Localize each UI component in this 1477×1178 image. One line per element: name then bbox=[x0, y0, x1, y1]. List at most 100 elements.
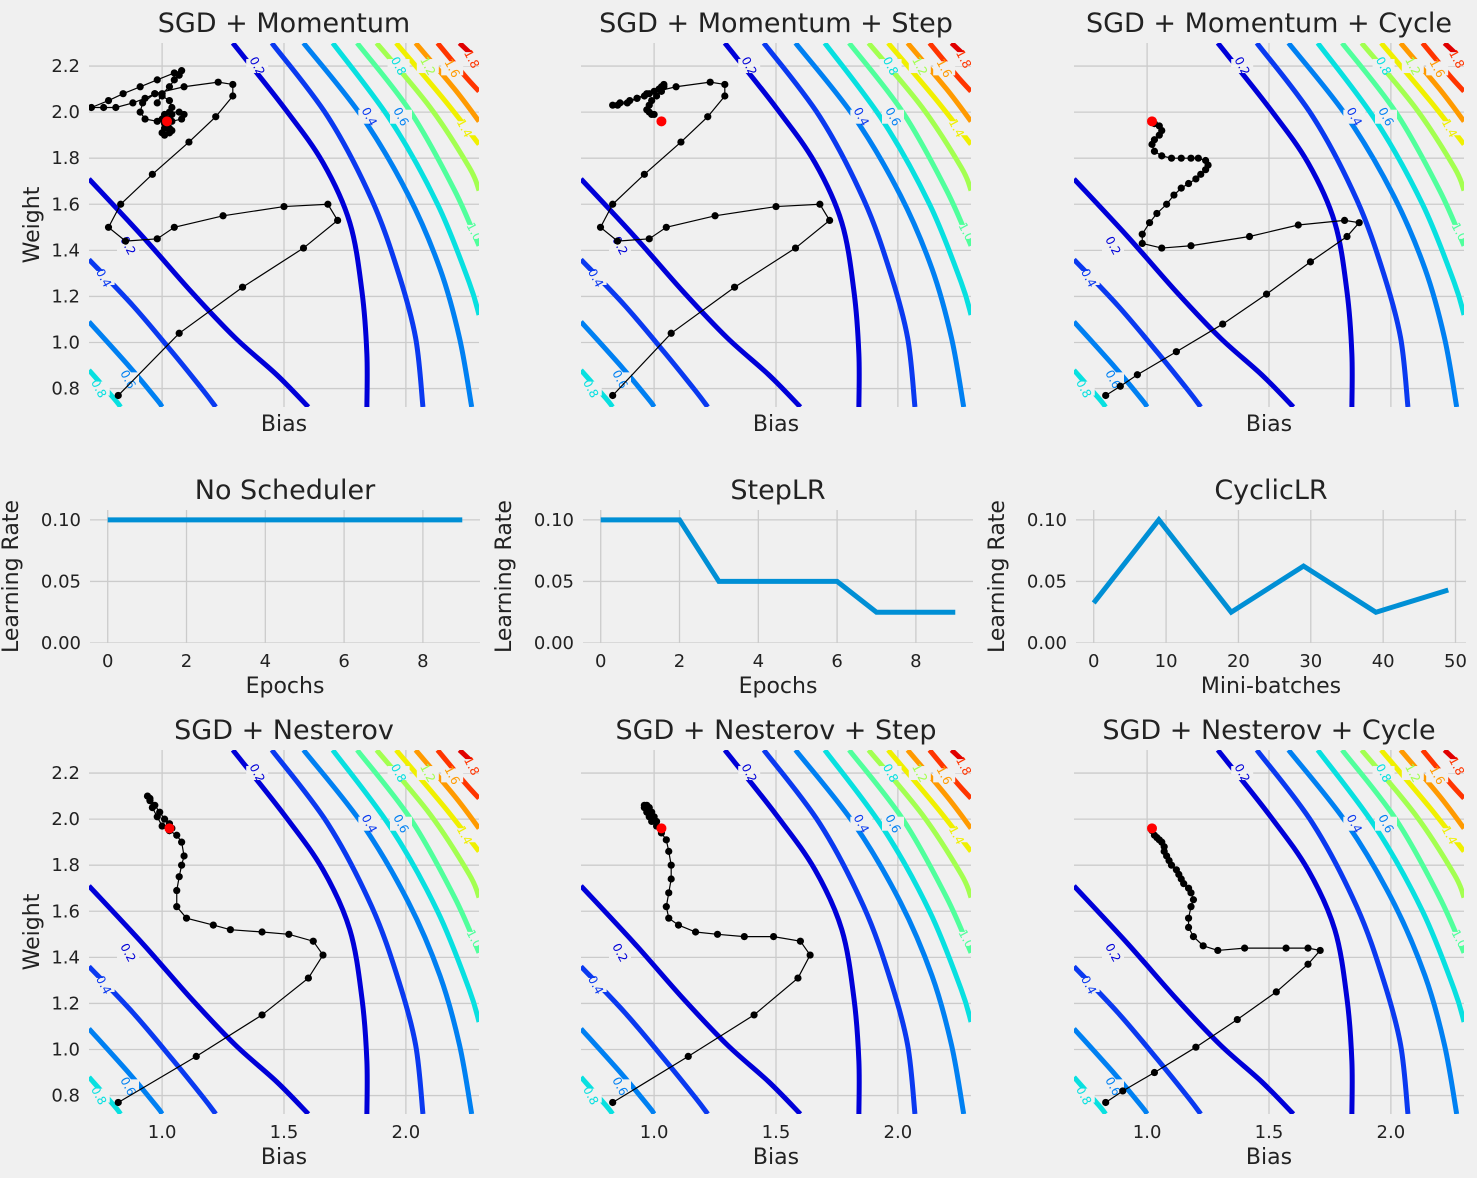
path-point bbox=[650, 110, 658, 119]
path-point bbox=[665, 847, 673, 855]
x-tick-label: 1.0 bbox=[1133, 1122, 1162, 1143]
y-tick-label: 1.2 bbox=[51, 993, 80, 1014]
plot-area: 0.20.20.40.40.60.60.80.81.01.21.41.61.8 bbox=[580, 43, 971, 407]
path-point bbox=[616, 99, 624, 107]
x-tick-label: 6 bbox=[338, 651, 349, 672]
contour-label-bg bbox=[358, 816, 381, 831]
contour-line-0.2 bbox=[230, 750, 370, 1114]
path-point bbox=[299, 244, 308, 252]
contour-line-0.4 bbox=[269, 750, 426, 1114]
subplot-p00: 0.20.20.40.40.60.60.80.81.01.21.41.61.8 S… bbox=[20, 8, 479, 437]
path-point bbox=[1172, 866, 1180, 874]
x-tick-label: 8 bbox=[910, 651, 921, 672]
x-tick-label: 1.5 bbox=[1255, 1122, 1284, 1143]
contour-line-0.6 bbox=[301, 43, 475, 407]
contour-label-bg bbox=[581, 381, 602, 396]
contour-label: 0.8 bbox=[88, 377, 109, 400]
contour-label-bg bbox=[882, 109, 904, 124]
subplot-title: CyclicLR bbox=[1214, 475, 1327, 506]
contour-line-0.4 bbox=[1074, 964, 1203, 1114]
x-tick-label: 4 bbox=[753, 651, 764, 672]
path-point bbox=[667, 875, 675, 883]
contour-label-bg bbox=[850, 109, 873, 124]
path-point bbox=[141, 94, 149, 102]
x-axis-label: Bias bbox=[753, 412, 799, 437]
contour-line-1.6 bbox=[1398, 750, 1464, 830]
path-point bbox=[141, 115, 149, 123]
path-point bbox=[1158, 244, 1166, 252]
contour-label-bg bbox=[460, 759, 479, 774]
x-axis-label: Epochs bbox=[739, 674, 818, 699]
contour-label-bg bbox=[1438, 121, 1461, 136]
contour-label-bg bbox=[738, 59, 761, 74]
plot-area bbox=[583, 510, 973, 643]
contour-label-bg bbox=[390, 816, 412, 831]
path-point bbox=[609, 1098, 617, 1107]
path-point bbox=[153, 99, 161, 107]
path-point bbox=[740, 933, 748, 941]
x-tick-label: 2.0 bbox=[392, 1122, 421, 1143]
contour-line-0.8 bbox=[1315, 750, 1464, 1023]
path-point bbox=[209, 921, 217, 929]
y-tick-label: 1.4 bbox=[51, 240, 80, 261]
subplot-title: SGD + Momentum + Cycle bbox=[1086, 8, 1452, 39]
path-point bbox=[640, 170, 648, 178]
y-tick-label: 0.05 bbox=[534, 571, 574, 592]
contour-label-bg bbox=[387, 59, 410, 74]
path-point bbox=[1316, 946, 1324, 955]
path-point bbox=[153, 235, 161, 243]
contour-label-bg bbox=[1102, 238, 1124, 253]
path-point bbox=[280, 202, 288, 211]
contour-line-0.6 bbox=[301, 750, 475, 1114]
contour-label-bg bbox=[92, 270, 115, 285]
path-point bbox=[146, 794, 154, 802]
path-point bbox=[173, 886, 181, 895]
contour-line-1.0 bbox=[1340, 750, 1464, 954]
contour-label-bg bbox=[390, 109, 412, 124]
path-point bbox=[794, 974, 802, 982]
contour-line-0.4 bbox=[581, 964, 710, 1114]
y-tick-label: 0.8 bbox=[51, 1086, 80, 1107]
contour-label-bg bbox=[1102, 945, 1124, 960]
path-point bbox=[1189, 933, 1198, 941]
path-point bbox=[816, 200, 824, 208]
contour-label-bg bbox=[1372, 59, 1395, 74]
x-axis-label: Bias bbox=[753, 1145, 799, 1170]
subplot-title: SGD + Nesterov + Cycle bbox=[1102, 715, 1435, 746]
contour-label-bg bbox=[933, 768, 956, 783]
plot-area bbox=[90, 510, 480, 643]
path-point bbox=[1197, 170, 1205, 178]
path-point bbox=[1343, 232, 1351, 241]
x-tick-label: 6 bbox=[831, 651, 842, 672]
x-tick-label: 30 bbox=[1299, 651, 1322, 672]
path-point bbox=[665, 889, 673, 897]
optimum-point bbox=[164, 823, 175, 834]
contour-line-0.8 bbox=[822, 43, 971, 316]
contour-label-bg bbox=[952, 52, 971, 67]
path-point bbox=[730, 283, 739, 291]
subplot-p01: 0.20.20.40.40.60.60.80.81.01.21.41.61.8 S… bbox=[580, 8, 971, 437]
plot-area: 0.20.20.40.40.60.60.80.81.01.21.41.61.8 bbox=[581, 750, 971, 1114]
y-tick-label: 1.6 bbox=[51, 901, 80, 922]
path-point bbox=[226, 926, 234, 934]
contour-label: 0.8 bbox=[580, 377, 601, 400]
path-point bbox=[1340, 216, 1349, 224]
y-tick-label: 0.8 bbox=[51, 379, 80, 400]
x-tick-label: 1.0 bbox=[640, 1122, 669, 1143]
contour-label-bg bbox=[738, 766, 761, 781]
path-point bbox=[1138, 230, 1146, 238]
path-point bbox=[1177, 154, 1185, 162]
y-tick-label: 0.10 bbox=[534, 510, 574, 531]
path-point bbox=[1172, 348, 1180, 356]
path-point bbox=[175, 71, 183, 79]
subplot-title: SGD + Momentum bbox=[158, 8, 410, 39]
contour-line-0.6 bbox=[581, 1027, 657, 1114]
path-point bbox=[238, 283, 247, 291]
contour-line-1.8 bbox=[435, 43, 479, 94]
contour-line-0.6 bbox=[581, 320, 657, 407]
contour-line-1.0 bbox=[847, 43, 971, 247]
path-point bbox=[229, 80, 237, 89]
path-point bbox=[772, 202, 780, 211]
y-tick-label: 0.05 bbox=[41, 571, 81, 592]
path-point bbox=[1194, 154, 1202, 162]
